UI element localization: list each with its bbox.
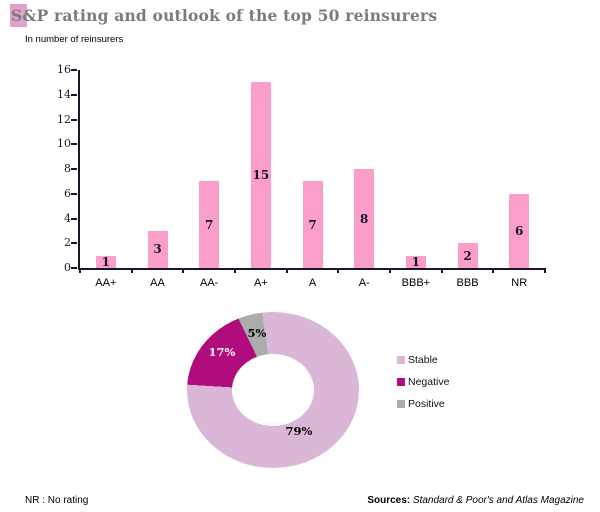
y-axis-tick <box>71 192 77 195</box>
x-axis-tick <box>233 268 236 273</box>
bar-slot: 6 NR <box>493 70 545 289</box>
sources: Sources: Standard & Poor's and Atlas Mag… <box>367 495 584 506</box>
y-axis-label: 8 <box>64 162 71 175</box>
x-axis-tick <box>544 268 546 273</box>
legend: Stable Negative Positive <box>397 354 449 420</box>
x-axis-label: A- <box>358 277 370 289</box>
x-axis-label: AA <box>150 277 165 289</box>
x-axis-label: AA+ <box>95 277 117 289</box>
legend-swatch <box>397 356 405 364</box>
x-axis-label: NR <box>511 277 528 289</box>
x-axis-tick <box>440 268 443 273</box>
legend-item: Stable <box>397 354 449 366</box>
y-axis-tick <box>71 217 77 220</box>
bar-slot: 1 AA+ <box>80 70 132 289</box>
donut-ring <box>187 312 359 468</box>
x-axis-label: A <box>308 277 317 289</box>
y-axis-label: 6 <box>64 186 71 200</box>
legend-swatch <box>397 400 405 408</box>
y-axis-label: 16 <box>57 63 71 76</box>
chart-subtitle: In number of reinsurers <box>25 34 124 45</box>
bar-slot: 15 A+ <box>235 70 287 289</box>
x-axis-label: BBB <box>456 277 479 289</box>
y-axis-tick <box>71 168 77 170</box>
x-axis-tick <box>79 268 81 273</box>
donut-label-stable: 79% <box>285 424 313 438</box>
x-axis-tick <box>130 268 133 273</box>
x-axis-tick <box>182 268 185 273</box>
legend-item: Positive <box>397 398 449 410</box>
y-axis-tick <box>71 267 77 269</box>
y-axis-tick <box>71 242 77 245</box>
bar-AA+: 1 <box>95 254 116 269</box>
x-axis-label: A+ <box>253 277 268 289</box>
x-axis-tick <box>285 268 288 273</box>
sources-label: Sources: <box>367 495 411 506</box>
y-axis-tick <box>71 93 77 96</box>
footnote: NR : No rating <box>25 495 89 506</box>
bar-A: 7 <box>302 181 323 268</box>
bar-value-label: 8 <box>360 211 369 226</box>
bar-value-label: 6 <box>515 223 524 238</box>
sources-text: Standard & Poor's and Atlas Magazine <box>410 495 584 506</box>
y-axis-tick <box>71 69 77 71</box>
bar-BBB+: 1 <box>405 254 426 269</box>
bar-AA-: 7 <box>199 181 220 268</box>
bar-BBB: 2 <box>457 243 478 268</box>
y-axis-tick <box>71 118 77 121</box>
bar-slot: 8 A- <box>338 70 390 289</box>
legend-item: Negative <box>397 376 449 388</box>
x-axis-tick <box>388 268 391 273</box>
y-axis-label: 4 <box>64 211 71 225</box>
bar-A+: 15 <box>250 82 271 268</box>
legend-label: Negative <box>408 375 450 388</box>
bar-value-label: 7 <box>308 217 317 232</box>
bar-slot: 1 BBB+ <box>390 70 442 289</box>
x-axis-label: AA- <box>200 277 219 289</box>
donut-hole <box>232 354 314 426</box>
bar-slot: 2 BBB <box>442 70 494 289</box>
title-highlight <box>10 4 27 27</box>
y-axis-label: 0 <box>64 261 71 274</box>
bar-value-label: 15 <box>252 168 270 183</box>
bar-value-label: 7 <box>204 217 214 232</box>
x-axis-label: BBB+ <box>401 277 431 289</box>
y-axis-label: 12 <box>57 112 71 126</box>
y-axis-label: 2 <box>64 236 71 250</box>
y-axis-label: 10 <box>57 137 71 151</box>
legend-label: Positive <box>408 397 445 410</box>
bar-AA: 3 <box>147 230 168 268</box>
bar-slot: 3 AA <box>132 70 184 289</box>
bar-NR: 6 <box>509 193 530 268</box>
page-title: S&P rating and outlook of the top 50 rei… <box>11 6 438 25</box>
bar-value-label: 3 <box>153 242 162 257</box>
bar-value-label: 1 <box>411 254 421 269</box>
legend-swatch <box>397 378 405 386</box>
x-axis-tick <box>492 268 495 273</box>
bar-slot: 7 AA- <box>183 70 235 289</box>
y-axis-label: 14 <box>57 87 71 101</box>
x-axis-tick <box>337 268 340 273</box>
donut-label-negative: 17% <box>208 345 236 359</box>
bar-chart-plot: 1 AA+ 3 AA 7 AA- 15 A+ 7 A 8 A- 1 BBB+ 2 BBB 6 NR 0 2 4 6 8 10 1… <box>57 63 546 289</box>
y-axis-tick <box>71 143 77 146</box>
bar-value-label: 1 <box>101 254 110 269</box>
bar-A-: 8 <box>354 169 375 268</box>
bar-value-label: 2 <box>463 248 472 263</box>
donut-label-positive: 5% <box>247 326 267 340</box>
legend-label: Stable <box>408 353 438 366</box>
